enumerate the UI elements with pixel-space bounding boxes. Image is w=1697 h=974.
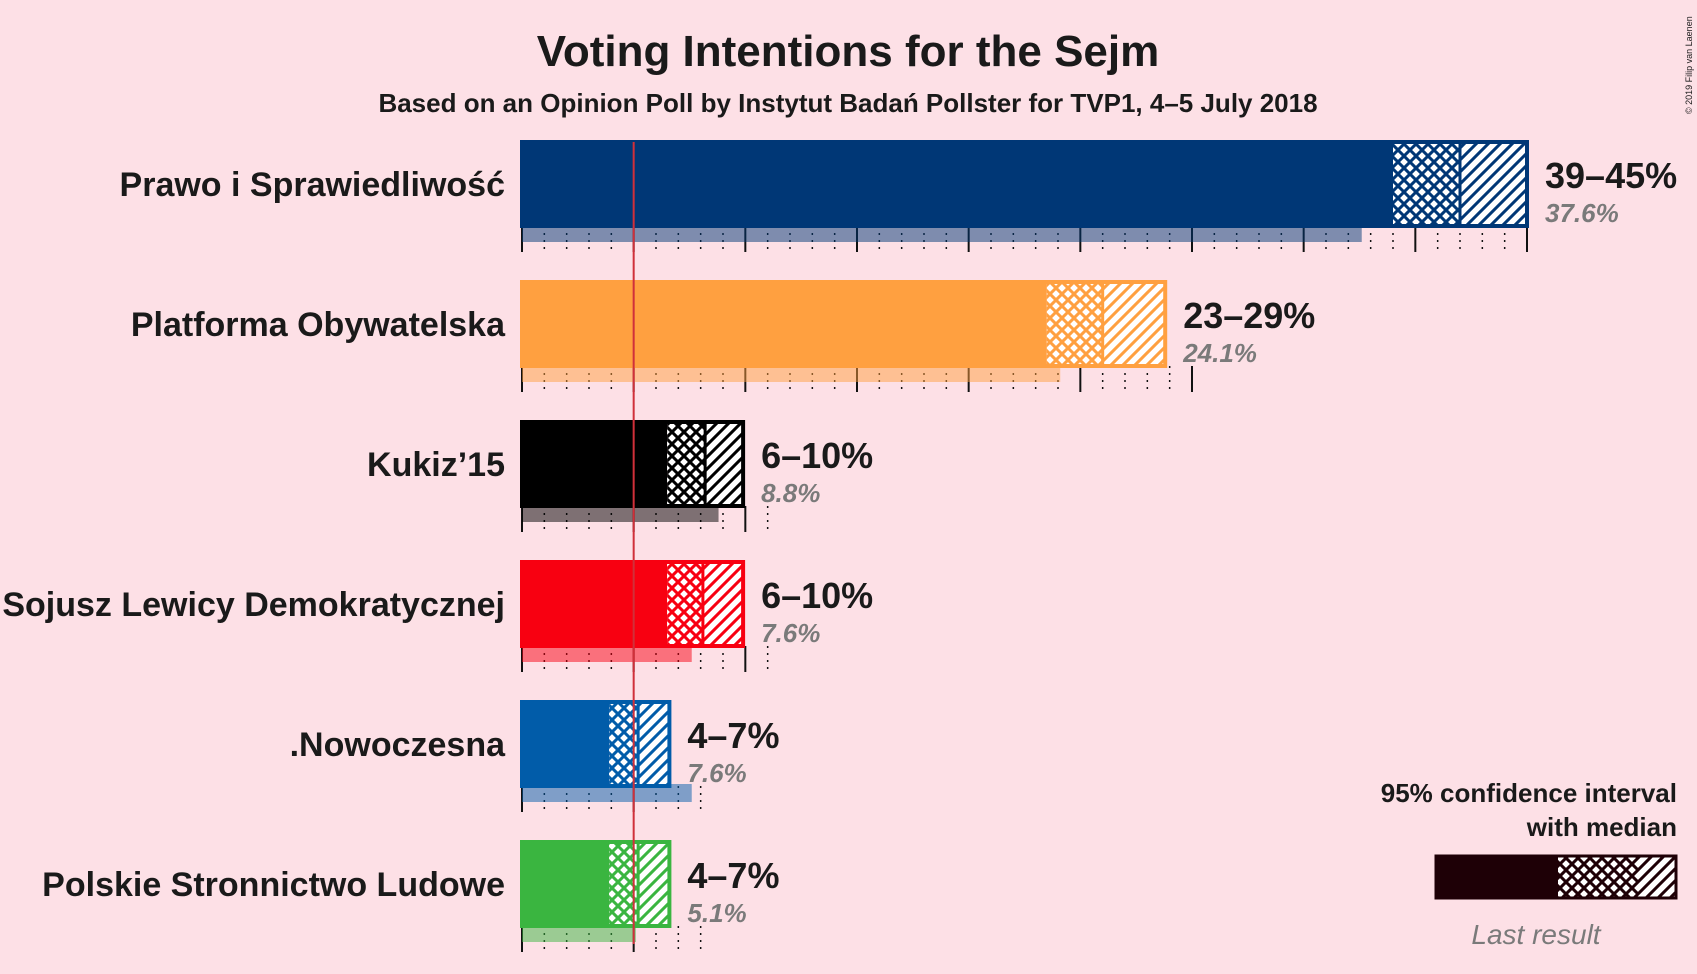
bar-solid (522, 142, 1393, 226)
bar-solid (522, 702, 610, 786)
last-result-bar (522, 364, 1061, 382)
bar-ci-upper (638, 702, 670, 786)
party-label: Prawo i Sprawiedliwość (120, 166, 505, 204)
bar-outline (520, 840, 672, 928)
legend-median-label: with median (1526, 812, 1677, 842)
bar-ci-upper (1102, 282, 1166, 366)
party-label: Kukiz’15 (367, 446, 505, 484)
last-result-label: 24.1% (1182, 338, 1257, 368)
last-result-label: 8.8% (761, 478, 820, 508)
bar-solid (522, 282, 1047, 366)
last-result-bar (522, 644, 692, 662)
bar-solid (522, 842, 610, 926)
legend: 95% confidence interval with median Last… (1381, 778, 1678, 950)
bar-outline (520, 700, 672, 788)
last-result-bar (522, 784, 692, 802)
bar-outline (520, 280, 1168, 368)
party-label: .Nowoczesna (290, 726, 506, 764)
party-label: Platforma Obywatelska (131, 306, 506, 344)
bar-ci-lower (1393, 142, 1460, 226)
range-label: 23–29% (1183, 295, 1315, 336)
range-label: 4–7% (687, 855, 779, 896)
chart-subtitle: Based on an Opinion Poll by Instytut Bad… (378, 88, 1317, 118)
last-result-label: 37.6% (1545, 198, 1619, 228)
bar-outline (520, 420, 746, 508)
bar-ci-upper (1460, 142, 1527, 226)
bars-group: Prawo i Sprawiedliwość 39–45%37.6% Platfor… (2, 140, 1677, 952)
last-result-label: 7.6% (687, 758, 746, 788)
chart-title: Voting Intentions for the Sejm (537, 27, 1160, 76)
legend-outline (1434, 854, 1678, 900)
last-result-label: 7.6% (761, 618, 820, 648)
legend-ci-upper-swatch (1638, 856, 1676, 898)
last-result-bar (522, 224, 1362, 242)
last-result-bar (522, 504, 719, 522)
bar-ci-lower (667, 562, 703, 646)
range-label: 6–10% (761, 575, 873, 616)
legend-solid-swatch (1436, 856, 1558, 898)
bar-ci-upper (702, 562, 744, 646)
legend-ci-label: 95% confidence interval (1381, 778, 1677, 808)
range-label: 39–45% (1545, 155, 1677, 196)
legend-ci-lower-swatch (1558, 856, 1638, 898)
bar-ci-lower (667, 422, 706, 506)
bar-ci-upper (705, 422, 744, 506)
bar-outline (520, 140, 1529, 228)
bar-outline (520, 560, 746, 648)
bar-ci-lower (1046, 282, 1103, 366)
last-result-label: 5.1% (687, 898, 746, 928)
bar-solid (522, 562, 668, 646)
party-label: Polskie Stronnictwo Ludowe (42, 866, 505, 904)
bar-solid (522, 422, 668, 506)
party-label: Sojusz Lewicy Demokratycznej (2, 586, 505, 624)
range-label: 4–7% (687, 715, 779, 756)
range-label: 6–10% (761, 435, 873, 476)
legend-last-result-label: Last result (1471, 919, 1601, 950)
last-result-bar (522, 924, 636, 942)
copyright-note: © 2019 Filip van Laenen (1684, 16, 1694, 114)
bar-ci-upper (638, 842, 670, 926)
